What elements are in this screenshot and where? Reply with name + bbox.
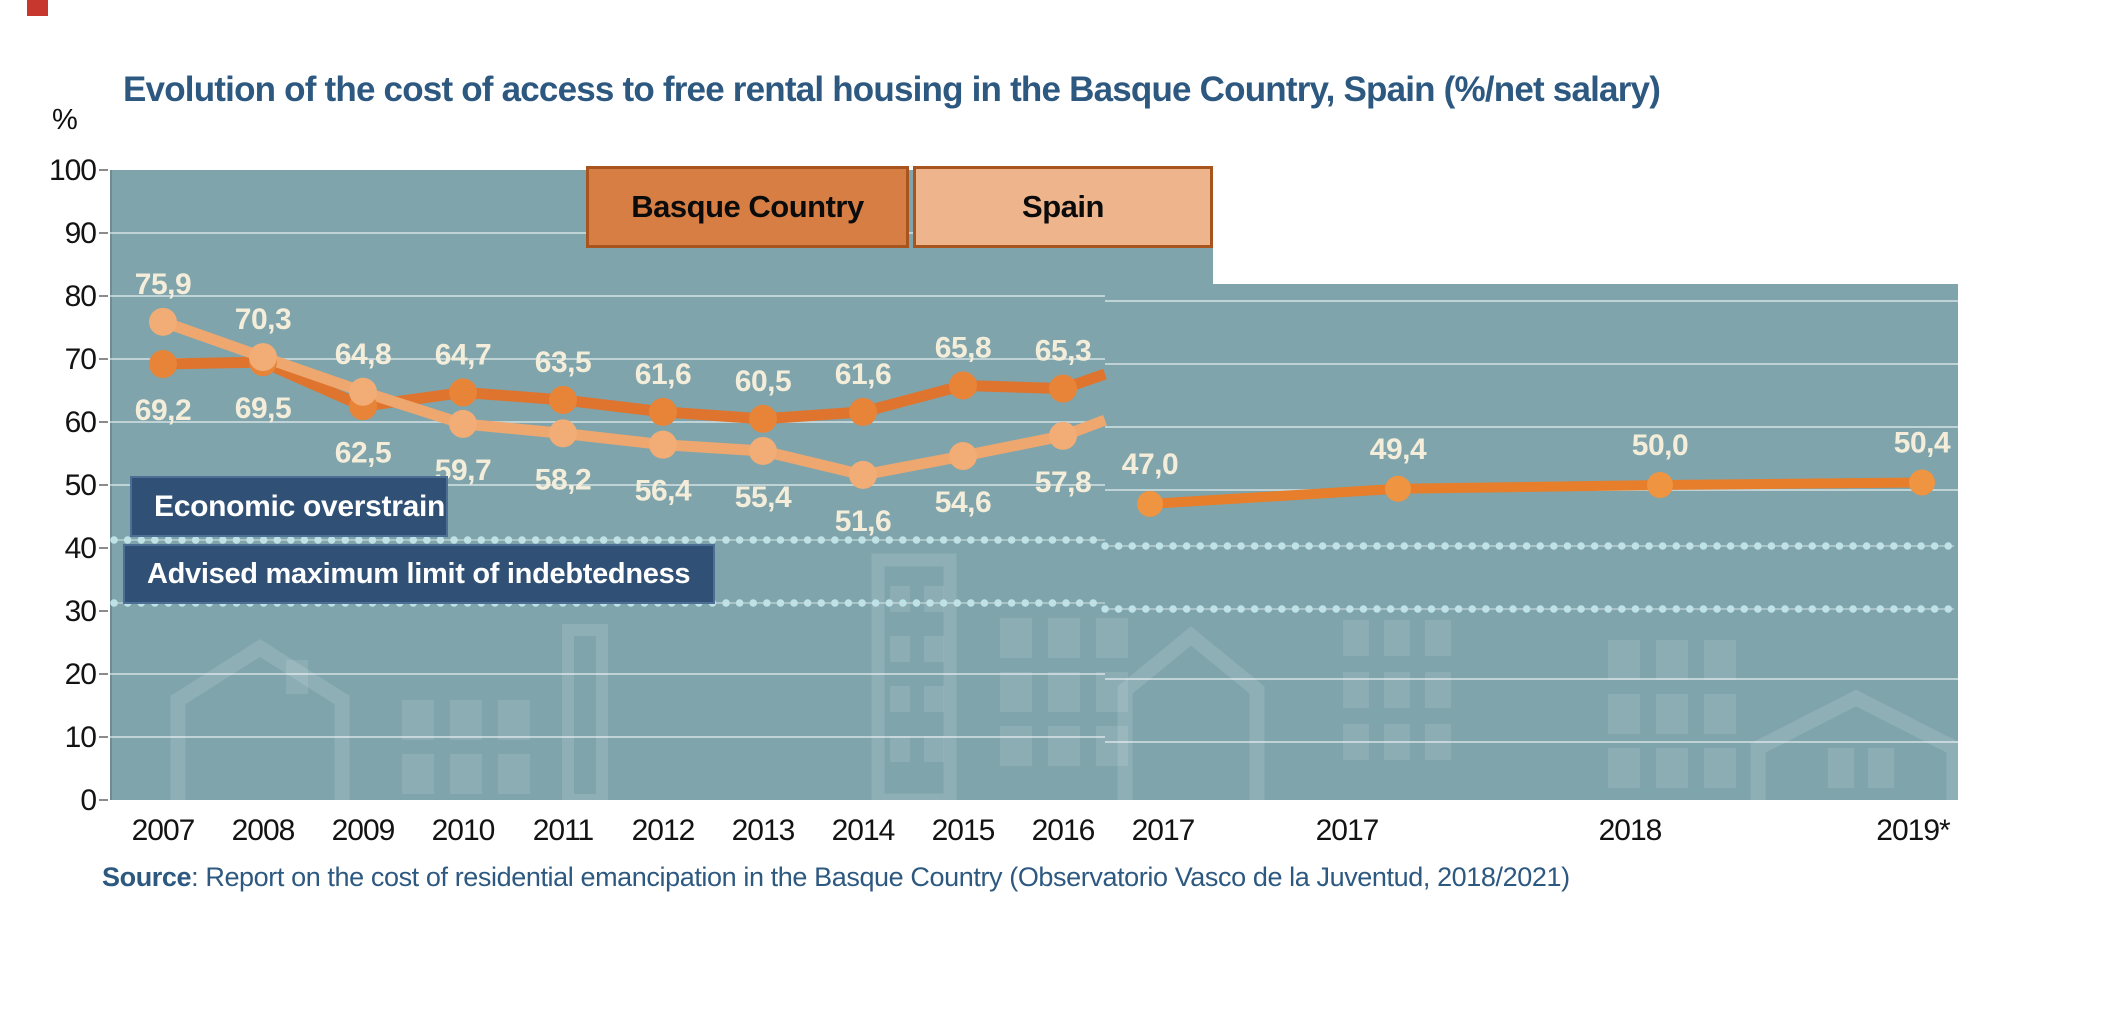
y-tick-label: 80 [65, 280, 97, 313]
data-point [649, 397, 677, 426]
y-tick-label: 40 [65, 532, 97, 565]
x-tick-label: 2017 [1132, 814, 1195, 847]
chart-title: Evolution of the cost of access to free … [123, 70, 1661, 109]
value-label: 57,8 [1035, 466, 1091, 499]
x-tick-label: 2015 [932, 814, 995, 847]
x-tick-label: 2007 [132, 814, 195, 847]
data-point [549, 385, 577, 414]
value-label: 54,6 [935, 486, 991, 519]
source-caption: Source: Report on the cost of residentia… [102, 862, 1570, 893]
line-right-panel [1149, 477, 1923, 509]
y-tick-label: 60 [65, 406, 97, 439]
cityscape-watermark [170, 553, 1962, 807]
value-label: 60,5 [735, 365, 791, 398]
x-tick-label: 2016 [1032, 814, 1095, 847]
annotation-economic-overstrain: Economic overstrain [130, 476, 448, 537]
data-point [149, 350, 177, 379]
data-point [949, 442, 977, 471]
value-label: 56,4 [635, 475, 692, 508]
data-point [849, 397, 877, 426]
data-point [1647, 472, 1673, 498]
x-tick-label: 2018 [1599, 814, 1662, 847]
value-label: 49,4 [1370, 433, 1427, 466]
data-point [349, 377, 377, 406]
y-tick-label: 90 [65, 217, 97, 250]
data-point [749, 404, 777, 433]
x-tick-label: 2017 [1316, 814, 1379, 847]
x-tick-label: 2008 [232, 814, 295, 847]
value-label: 62,5 [335, 436, 391, 469]
legend-item-basque-country: Basque Country [586, 166, 909, 248]
y-axis-unit-label: % [52, 104, 78, 136]
data-point [1385, 475, 1411, 502]
value-label: 51,6 [835, 505, 891, 538]
value-label: 55,4 [735, 481, 792, 514]
value-label: 69,5 [235, 392, 291, 425]
chart-legend: Basque Country Spain [586, 166, 1213, 248]
value-label: 65,3 [1035, 335, 1091, 368]
value-label: 70,3 [235, 303, 291, 336]
data-point [1049, 421, 1077, 450]
corner-accent [27, 0, 48, 16]
value-label: 63,5 [535, 346, 591, 379]
value-label: 58,2 [535, 463, 591, 496]
data-point [949, 371, 977, 400]
annotation-advised-limit: Advised maximum limit of indebtedness [123, 544, 715, 604]
value-label: 47,0 [1122, 448, 1178, 481]
data-point [649, 430, 677, 459]
legend-item-spain: Spain [913, 166, 1213, 248]
source-text: : Report on the cost of residential eman… [191, 862, 1570, 892]
y-tick-label: 50 [65, 469, 97, 502]
value-label: 64,8 [335, 338, 391, 371]
value-label: 65,8 [935, 331, 991, 364]
y-tick-label: 20 [65, 658, 97, 691]
value-label: 50,4 [1894, 426, 1951, 459]
data-point [1137, 490, 1163, 517]
x-tick-label: 2019* [1876, 814, 1951, 847]
source-label: Source [102, 862, 192, 892]
data-point [449, 378, 477, 407]
x-tick-label: 2013 [732, 814, 795, 847]
data-point [749, 436, 777, 465]
y-tick-label: 0 [80, 784, 96, 817]
value-labels: 75,969,270,369,564,862,564,759,763,558,2… [135, 268, 1952, 538]
value-label: 75,9 [135, 268, 191, 301]
data-point [449, 409, 477, 438]
value-label: 69,2 [135, 394, 191, 427]
data-point [1049, 374, 1077, 403]
y-tick-label: 10 [65, 721, 97, 754]
value-label: 64,7 [435, 338, 491, 371]
x-tick-label: 2010 [432, 814, 495, 847]
x-axis: 2007 2008 2009 2010 2011 2012 2013 2014 2015 2016… [132, 814, 1952, 847]
value-label: 61,6 [635, 358, 691, 391]
y-tick-label: 30 [65, 595, 97, 628]
series-dots [149, 307, 1935, 517]
x-tick-label: 2011 [533, 814, 594, 847]
data-point [1909, 469, 1935, 496]
y-tick-label: 70 [65, 343, 97, 376]
data-point [849, 460, 877, 489]
x-tick-label: 2012 [632, 814, 695, 847]
value-label: 61,6 [835, 358, 891, 391]
y-tick-label: 100 [49, 154, 96, 187]
data-point [149, 307, 177, 336]
data-point [249, 343, 277, 372]
data-point [549, 419, 577, 448]
x-tick-label: 2009 [332, 814, 395, 847]
value-label: 50,0 [1632, 429, 1688, 462]
x-tick-label: 2014 [832, 814, 895, 847]
